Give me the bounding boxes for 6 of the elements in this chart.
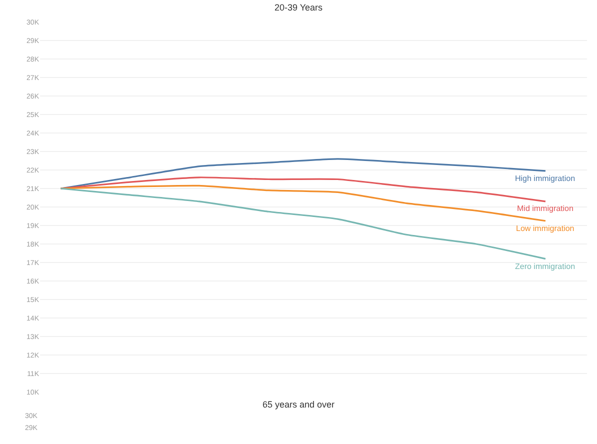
- series-label: Low immigration: [516, 224, 574, 233]
- text: 65 years and over: [262, 399, 335, 410]
- series-label: High immigration: [515, 174, 576, 183]
- chart-title: 20-39 Years: [274, 2, 324, 12]
- series-label: Mid immigration: [517, 204, 574, 213]
- series-label: Zero immigration: [515, 262, 576, 271]
